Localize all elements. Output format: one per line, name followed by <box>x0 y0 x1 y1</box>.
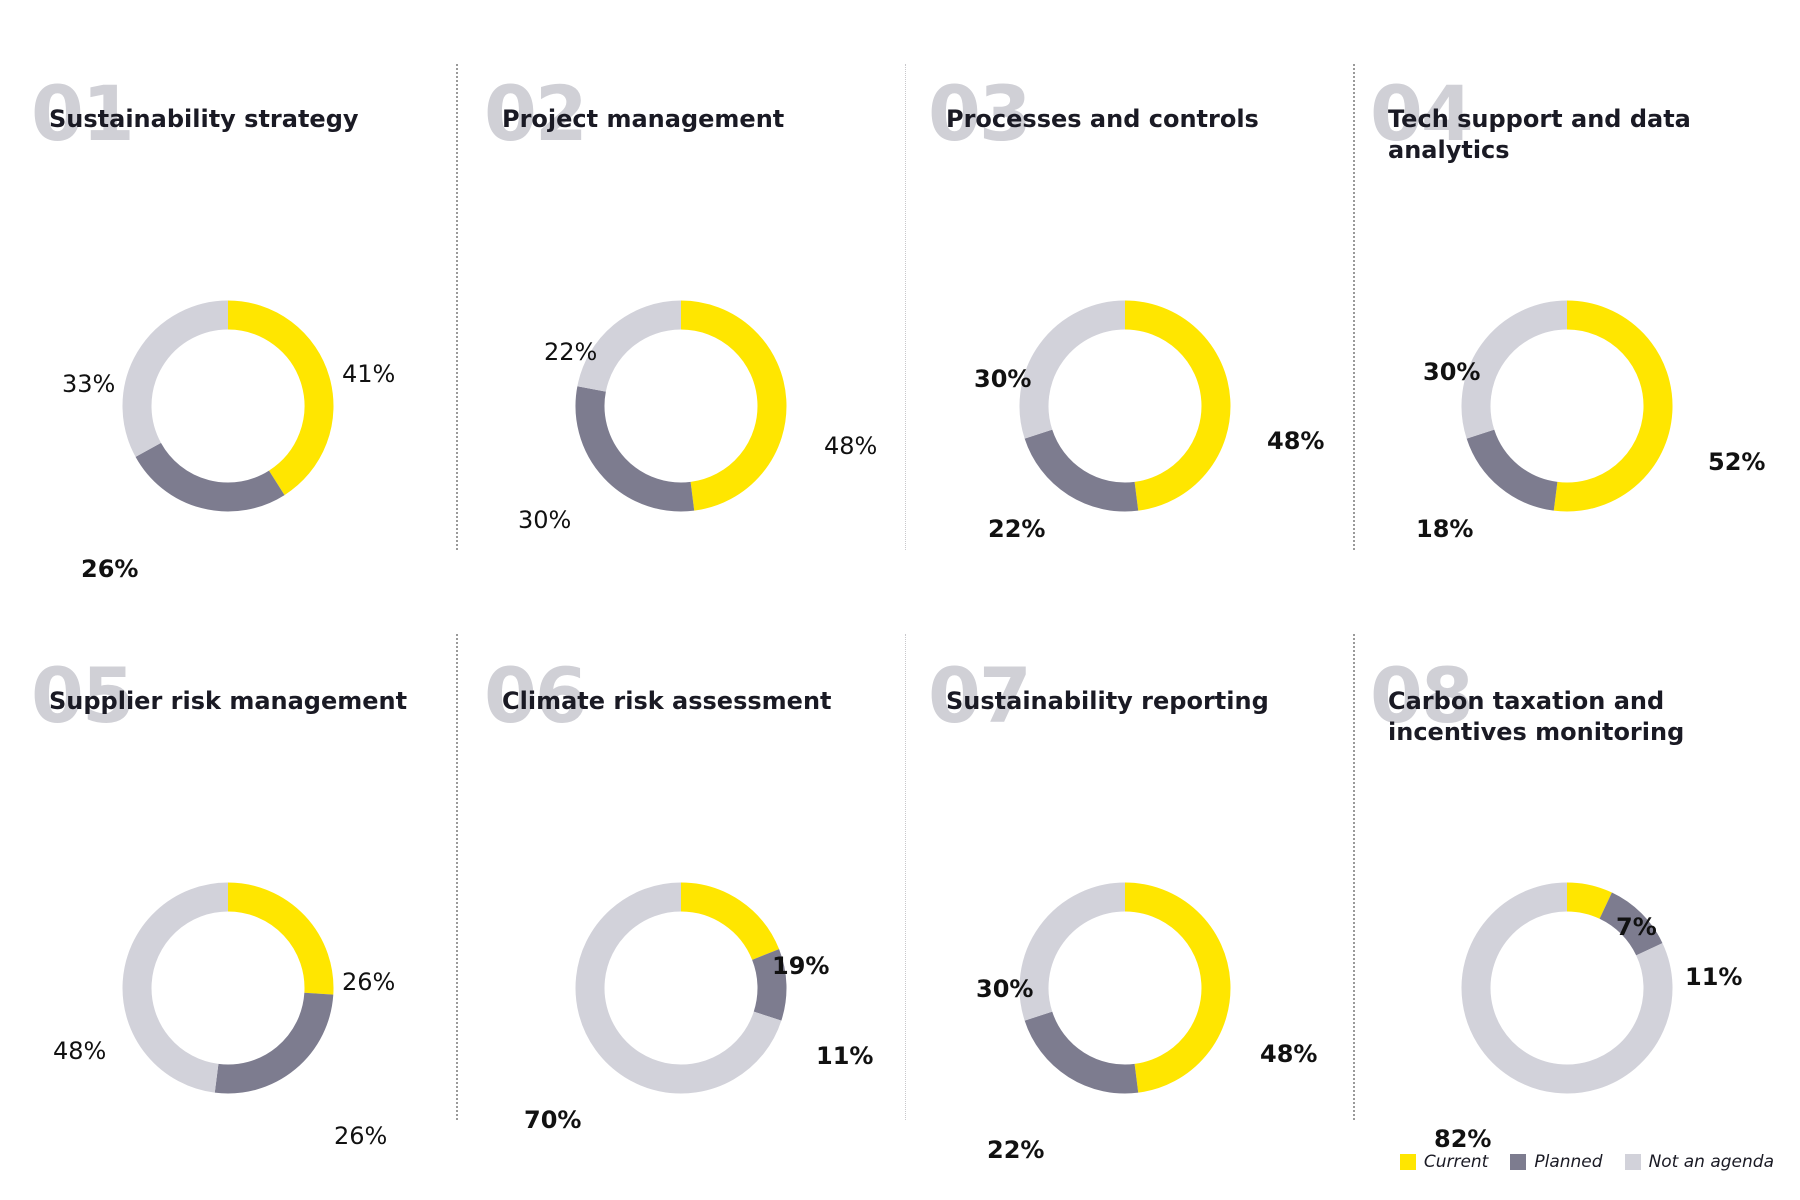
divider-bottom-2 <box>905 634 906 1120</box>
donut-segment-planned <box>1024 1011 1139 1094</box>
chart-legend: Current Planned Not an agenda <box>1378 1152 1774 1172</box>
donut-segment-not-agenda <box>575 882 782 1094</box>
donut-segment-current <box>680 882 780 961</box>
donut-segment-current <box>680 300 787 511</box>
panel-number: 07 <box>928 651 1032 740</box>
label-planned: 22% <box>987 1136 1044 1164</box>
panel-number: 01 <box>31 69 135 158</box>
legend-label-planned: Planned <box>1534 1152 1603 1172</box>
donut-segment-planned <box>135 442 285 512</box>
label-planned: 11% <box>1685 963 1742 991</box>
panel-title: Sustainability reporting <box>946 687 1269 715</box>
donut-segment-not-agenda <box>1461 300 1568 439</box>
panel-title: Tech support and data analytics <box>1388 105 1691 164</box>
panel-title: Sustainability strategy <box>49 105 359 133</box>
donut-chart-04: 52% 18% 30% <box>1416 300 1765 543</box>
label-planned: 26% <box>81 555 138 583</box>
donut-chart-08: 7% 11% 82% <box>1434 882 1742 1153</box>
label-planned: 22% <box>988 515 1045 543</box>
donut-segment-not-agenda <box>122 882 229 1093</box>
label-not-agenda: 33% <box>62 370 115 398</box>
donut-segment-not-agenda <box>1461 882 1673 1094</box>
label-current: 48% <box>1267 427 1324 455</box>
panel-number: 06 <box>484 651 588 740</box>
chart-panel-05: 05 Supplier risk management 26% 26% 48% <box>31 658 461 1178</box>
donut-chart-03: 48% 22% 30% <box>974 300 1324 543</box>
panel-title: Project management <box>502 105 785 133</box>
chart-panel-08: 08 Carbon taxation and incentives monito… <box>1370 658 1800 1178</box>
divider-bottom-1 <box>456 634 458 1120</box>
panel-title: Carbon taxation and incentives monitorin… <box>1388 687 1685 746</box>
donut-chart-01: 41% 26% 33% <box>62 300 395 583</box>
label-current: 7% <box>1616 913 1657 941</box>
label-planned: 26% <box>334 1122 387 1150</box>
donut-segment-not-agenda <box>577 300 682 393</box>
chart-panel-01: 01 Sustainability strategy 41% 26% 33% <box>31 76 461 596</box>
legend-label-not-agenda: Not an agenda <box>1648 1152 1774 1172</box>
legend-item-planned: Planned <box>1510 1152 1603 1172</box>
panel-number: 08 <box>1370 651 1474 740</box>
label-current: 19% <box>772 952 829 980</box>
label-not-agenda: 82% <box>1434 1125 1491 1153</box>
label-planned: 30% <box>518 506 571 534</box>
divider-top-1 <box>456 64 458 550</box>
label-not-agenda: 48% <box>53 1037 106 1065</box>
donut-segment-current <box>1124 882 1231 1093</box>
divider-top-2 <box>905 64 906 550</box>
donut-chart-02: 48% 30% 22% <box>518 300 877 534</box>
donut-segment-not-agenda <box>122 300 229 457</box>
donut-segment-current <box>227 882 334 995</box>
donut-segment-current <box>1553 300 1673 512</box>
donut-segment-not-agenda <box>1019 882 1126 1021</box>
label-current: 48% <box>824 432 877 460</box>
divider-top-3 <box>1353 64 1355 550</box>
panel-title: Processes and controls <box>946 105 1259 133</box>
divider-bottom-3 <box>1353 634 1355 1120</box>
donut-segment-current <box>227 300 334 496</box>
chart-panel-04: 04 Tech support and data analytics 52% 1… <box>1370 76 1800 596</box>
legend-swatch-current <box>1399 1154 1416 1170</box>
label-current: 52% <box>1708 448 1765 476</box>
legend-label-current: Current <box>1423 1152 1489 1172</box>
donut-segment-planned <box>1024 429 1139 512</box>
label-planned: 18% <box>1416 515 1473 543</box>
legend-item-current: Current <box>1399 1152 1489 1172</box>
panel-number: 05 <box>31 651 135 740</box>
chart-panel-03: 03 Processes and controls 48% 22% 30% <box>928 76 1358 596</box>
donut-chart-06: 19% 11% 70% <box>524 882 873 1134</box>
label-not-agenda: 22% <box>544 338 597 366</box>
chart-panel-06: 06 Climate risk assessment 19% 11% 70% <box>484 658 914 1178</box>
donut-segment-current <box>1124 300 1231 511</box>
donut-segment-current <box>1566 882 1612 919</box>
legend-swatch-not-agenda <box>1624 1154 1641 1170</box>
panel-number: 03 <box>928 69 1032 158</box>
label-not-agenda: 30% <box>976 975 1033 1003</box>
panel-number: 02 <box>484 69 588 158</box>
panel-number: 04 <box>1370 69 1474 158</box>
donut-chart-07: 48% 22% 30% <box>976 882 1317 1164</box>
label-not-agenda: 30% <box>1423 358 1480 386</box>
donut-chart-05: 26% 26% 48% <box>53 882 395 1150</box>
label-not-agenda: 70% <box>524 1106 581 1134</box>
panel-title: Supplier risk management <box>49 687 408 715</box>
legend-item-not-agenda: Not an agenda <box>1624 1152 1774 1172</box>
chart-panel-07: 07 Sustainability reporting 48% 22% 30% <box>928 658 1358 1178</box>
label-current: 41% <box>342 360 395 388</box>
donut-segment-planned <box>1466 429 1558 511</box>
label-current: 48% <box>1260 1040 1317 1068</box>
label-not-agenda: 30% <box>974 365 1031 393</box>
panel-title: Climate risk assessment <box>502 687 832 715</box>
chart-panel-02: 02 Project management 48% 30% 22% <box>484 76 914 596</box>
donut-segment-planned <box>751 949 787 1021</box>
label-current: 26% <box>342 968 395 996</box>
donut-segment-planned <box>214 992 334 1094</box>
label-planned: 11% <box>816 1042 873 1070</box>
legend-swatch-planned <box>1510 1154 1527 1170</box>
donut-segment-planned <box>1599 892 1663 956</box>
donut-segment-not-agenda <box>1019 300 1126 439</box>
donut-segment-planned <box>575 386 695 512</box>
